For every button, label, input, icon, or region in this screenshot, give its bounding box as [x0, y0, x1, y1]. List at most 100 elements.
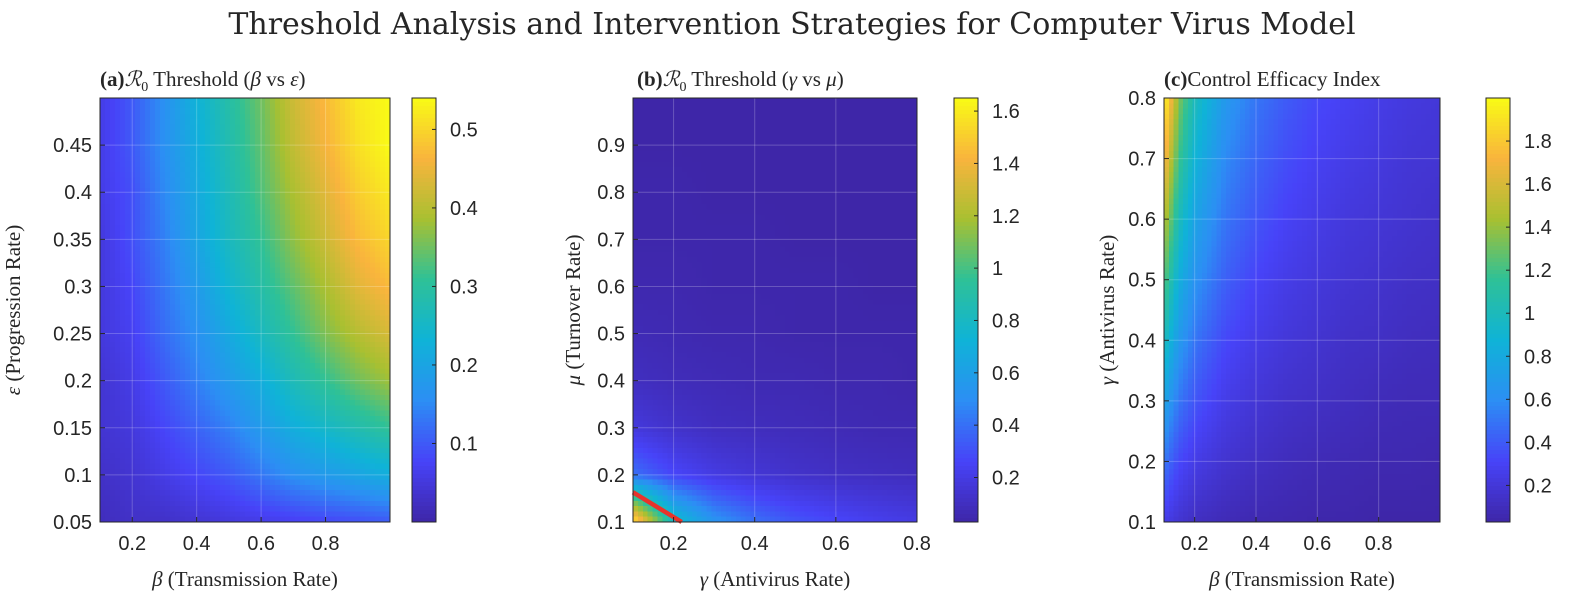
heatmap-cell	[205, 135, 211, 141]
heatmap-cell	[375, 124, 381, 131]
heatmap-cell	[125, 98, 131, 104]
heatmap-cell	[330, 156, 336, 163]
heatmap-cell	[355, 400, 361, 406]
heatmap-cell	[285, 283, 291, 290]
heatmap-cell	[265, 442, 271, 449]
heatmap-cell	[350, 214, 356, 221]
heatmap-cell	[305, 410, 311, 417]
heatmap-cell	[235, 336, 241, 343]
heatmap-cell	[355, 124, 361, 131]
heatmap-cell	[225, 188, 231, 194]
heatmap-cell	[125, 331, 131, 338]
heatmap-cell	[380, 405, 386, 412]
heatmap-cell	[130, 124, 136, 131]
heatmap-cell	[155, 235, 161, 242]
heatmap-cell	[365, 135, 371, 141]
heatmap-cell	[370, 506, 376, 512]
heatmap-cell	[275, 442, 281, 449]
heatmap-cell	[225, 145, 231, 152]
heatmap-cell	[350, 384, 356, 391]
heatmap-cell	[155, 310, 161, 316]
heatmap-cell	[370, 463, 376, 470]
heatmap-cell	[270, 103, 276, 110]
heatmap-cell	[235, 129, 241, 136]
heatmap-cell	[320, 103, 326, 110]
heatmap-cell	[350, 166, 356, 173]
heatmap-cell	[892, 98, 899, 104]
heatmap-cell	[110, 98, 116, 104]
heatmap-cell	[130, 225, 136, 232]
heatmap-cell	[190, 463, 196, 470]
heatmap-cell	[350, 484, 356, 491]
heatmap-cell	[305, 458, 311, 465]
heatmap-cell	[170, 479, 176, 486]
heatmap-cell	[285, 410, 291, 417]
heatmap-cell	[165, 304, 171, 311]
heatmap-cell	[245, 251, 251, 258]
panel-label: (a)	[100, 67, 125, 91]
heatmap-cell	[235, 214, 241, 221]
heatmap-cell	[100, 347, 106, 353]
heatmap-cell	[385, 484, 391, 491]
heatmap-cell	[270, 124, 276, 131]
heatmap-cell	[195, 140, 201, 147]
heatmap-cell	[315, 490, 321, 497]
heatmap-cell	[365, 299, 371, 306]
heatmap-cell	[125, 103, 131, 110]
heatmap-cell	[330, 336, 336, 343]
heatmap-cell	[325, 198, 331, 205]
heatmap-cell	[375, 511, 381, 518]
heatmap-cell	[779, 98, 786, 104]
heatmap-cell	[220, 437, 226, 444]
heatmap-cell	[210, 352, 216, 359]
y-tick-label: 0.3	[64, 276, 92, 298]
heatmap-cell	[105, 315, 111, 322]
heatmap-cell	[100, 421, 106, 428]
heatmap-cell	[360, 140, 366, 147]
heatmap-cell	[210, 257, 216, 263]
heatmap-cell	[310, 204, 316, 210]
colorbar-swatch	[412, 194, 436, 199]
heatmap-cell	[135, 251, 141, 258]
heatmap-cell	[150, 373, 156, 380]
heatmap-cell	[250, 98, 256, 104]
heatmap-cell	[285, 469, 291, 475]
heatmap-cell	[225, 394, 231, 401]
heatmap-cell	[120, 299, 126, 306]
heatmap-cell	[115, 336, 121, 343]
heatmap-cell	[230, 209, 236, 216]
heatmap-cell	[165, 325, 171, 332]
heatmap-cell	[220, 447, 226, 454]
heatmap-cell	[255, 325, 261, 332]
heatmap-cell	[115, 283, 121, 290]
heatmap-cell	[360, 299, 366, 306]
heatmap-cell	[190, 479, 196, 486]
heatmap-cell	[320, 113, 326, 120]
heatmap-cell	[145, 151, 151, 157]
heatmap-cell	[200, 511, 206, 518]
heatmap-cell	[285, 108, 291, 115]
heatmap-cell	[230, 310, 236, 316]
heatmap-cell	[385, 230, 391, 237]
heatmap-cell	[340, 225, 346, 232]
heatmap-cell	[295, 431, 301, 438]
heatmap-cell	[235, 124, 241, 131]
heatmap-cell	[305, 363, 311, 369]
heatmap-cell	[672, 103, 678, 110]
heatmap-cell	[335, 315, 341, 322]
heatmap-cell	[225, 177, 231, 184]
heatmap-cell	[205, 188, 211, 194]
colorbar-swatch	[412, 186, 436, 191]
heatmap-cell	[245, 188, 251, 194]
heatmap-cell	[260, 511, 266, 518]
heatmap-cell	[250, 363, 256, 369]
colorbar-swatch	[412, 462, 436, 467]
heatmap-cell	[270, 272, 276, 279]
heatmap-cell	[205, 156, 211, 163]
heatmap-cell	[220, 426, 226, 433]
heatmap-cell	[160, 193, 166, 200]
heatmap-cell	[165, 315, 171, 322]
heatmap-cell	[245, 495, 251, 502]
heatmap-cell	[350, 373, 356, 380]
heatmap-cell	[345, 495, 351, 502]
